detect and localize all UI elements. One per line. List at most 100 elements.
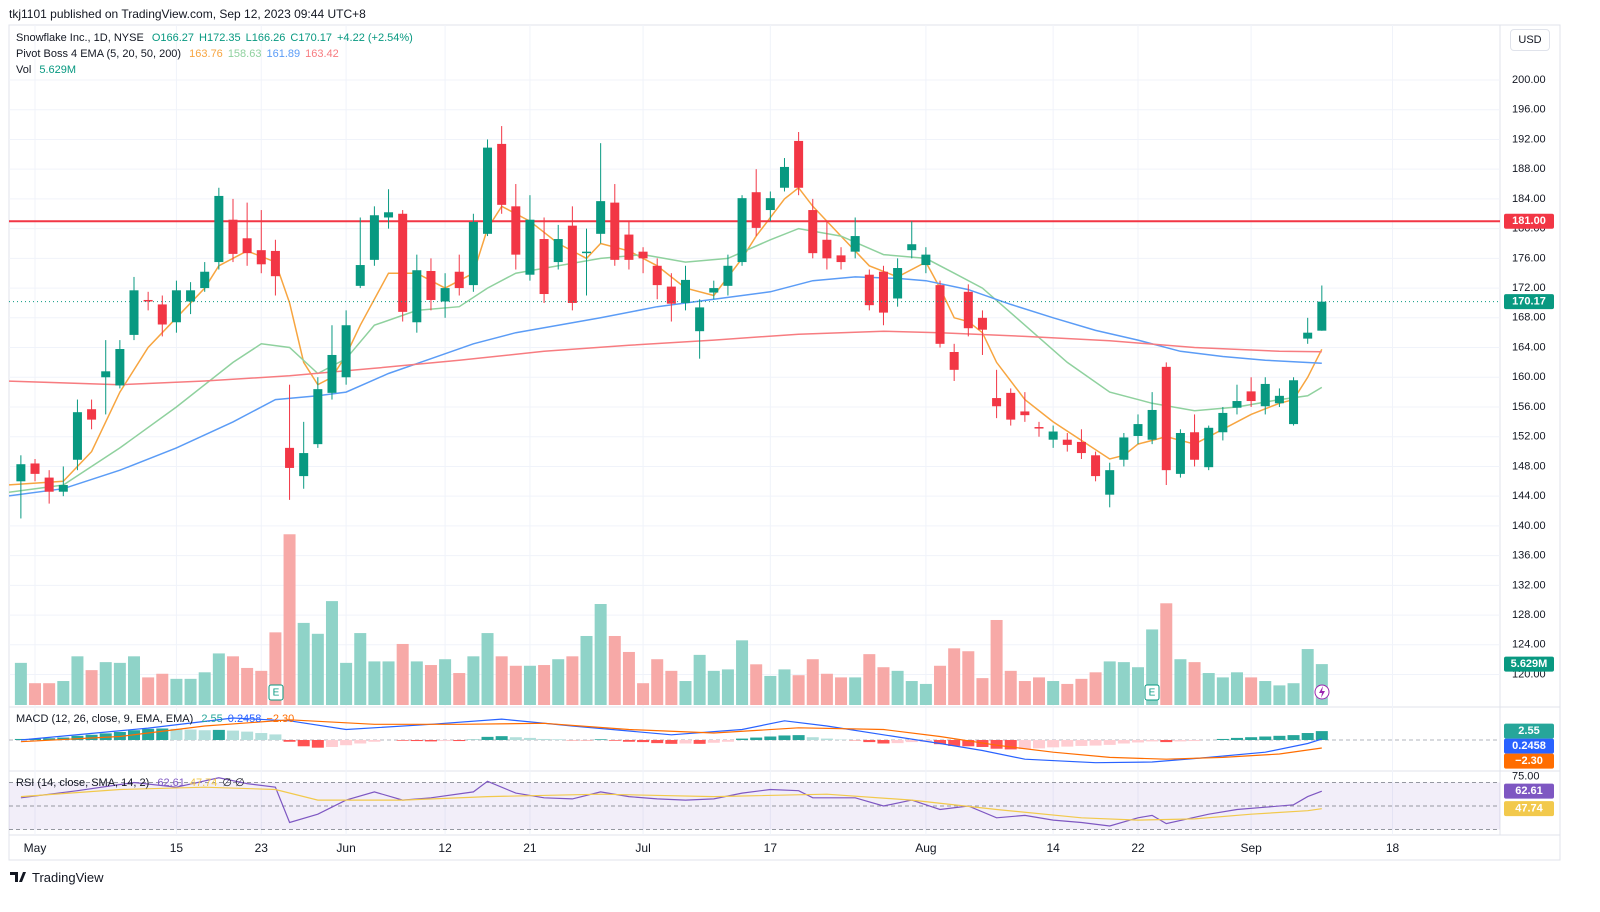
volume-bar — [14, 662, 27, 705]
macd-histogram-bar — [651, 740, 664, 744]
macd-histogram-bar — [693, 740, 706, 744]
ohlc-value: +4.22 (+2.54%) — [337, 32, 413, 44]
y-tick-label: 172.00 — [1512, 282, 1546, 294]
volume-bar — [226, 656, 239, 705]
volume-bar — [198, 672, 211, 705]
volume-bar — [1202, 673, 1215, 705]
candle-body — [1317, 301, 1327, 331]
candle-body — [638, 251, 648, 259]
earnings-marker[interactable]: E — [268, 684, 284, 701]
ema-legend: Pivot Boss 4 EMA (5, 20, 50, 200) 163.76… — [16, 48, 344, 60]
volume-bar — [85, 670, 98, 705]
volume-bar — [594, 604, 607, 705]
macd-histogram-bar — [665, 740, 678, 744]
volume-bar — [1301, 649, 1314, 705]
macd-histogram-bar — [905, 740, 918, 743]
candle-body — [270, 250, 280, 277]
candle-body — [836, 255, 846, 263]
macd-histogram-bar — [283, 740, 296, 742]
macd-histogram-bar — [962, 740, 975, 747]
candle-body — [1232, 401, 1242, 408]
y-tick-label: 136.00 — [1512, 550, 1546, 562]
x-tick-label: 12 — [438, 841, 452, 855]
footer-brand: TradingView — [32, 870, 104, 885]
currency-button[interactable]: USD — [1510, 29, 1550, 51]
candle-body — [327, 354, 337, 393]
volume-bar — [736, 640, 749, 705]
y-tick-label: 156.00 — [1512, 401, 1546, 413]
macd-histogram-bar — [410, 740, 423, 742]
x-tick-label: 22 — [1131, 841, 1145, 855]
candle-body — [30, 463, 40, 474]
earnings-marker[interactable]: E — [1144, 684, 1160, 701]
x-tick-label: 17 — [764, 841, 778, 855]
volume-bar — [354, 633, 367, 705]
event-marker[interactable] — [1314, 684, 1330, 700]
volume-bar — [255, 670, 268, 705]
macd-histogram-bar — [523, 737, 536, 740]
y-tick-label: 144.00 — [1512, 490, 1546, 502]
y-tick-label: 184.00 — [1512, 193, 1546, 205]
histogram-tag: 2.55 — [1504, 723, 1554, 739]
volume-bar — [792, 675, 805, 705]
candle-body — [1105, 470, 1115, 495]
macd-histogram-bar — [877, 740, 890, 744]
price-line-tag: 181.00 — [1504, 213, 1554, 229]
volume-bar — [297, 622, 310, 705]
x-tick-label: 14 — [1046, 841, 1060, 855]
volume-bar — [764, 675, 777, 705]
macd-histogram-bar — [679, 740, 692, 744]
ema-line — [9, 276, 1322, 497]
candle-body — [87, 409, 97, 420]
candle-body — [1175, 433, 1185, 474]
candle-body — [468, 221, 478, 286]
macd-histogram-bar — [948, 740, 961, 746]
volume-bar — [863, 654, 876, 705]
ohlc-value: L166.26 — [245, 32, 286, 44]
volume-bar — [835, 677, 848, 705]
volume-bar — [1047, 681, 1060, 705]
svg-text:E: E — [1149, 688, 1156, 699]
volume-bar — [1018, 681, 1031, 705]
rsi-value: 62.61 — [157, 777, 185, 789]
macd-histogram-bar — [311, 740, 324, 748]
volume-bar — [877, 667, 890, 705]
macd-histogram-bar — [750, 737, 763, 740]
candle-body — [101, 371, 111, 378]
macd-histogram-bar — [241, 731, 254, 740]
signal-line — [20, 719, 1322, 760]
macd-histogram-bar — [354, 740, 367, 744]
x-tick-label: 21 — [523, 841, 537, 855]
candle-body — [878, 271, 888, 313]
volume-bar — [1033, 677, 1046, 705]
tradingview-logo — [10, 872, 26, 882]
volume-bar — [71, 656, 84, 705]
candle-body — [907, 244, 917, 251]
macd-histogram-bar — [863, 740, 876, 743]
candle-body — [58, 485, 68, 492]
macd-histogram-bar — [934, 740, 947, 745]
volume-bar — [368, 661, 381, 705]
volume-bar — [340, 662, 353, 705]
macd-histogram-bar — [1004, 740, 1017, 750]
candle-body — [893, 268, 903, 299]
candle-body — [567, 225, 577, 303]
macd-histogram-bar — [707, 740, 720, 743]
volume-bar — [241, 667, 254, 705]
macd-histogram-bar — [1061, 740, 1074, 747]
volume-bar — [919, 683, 932, 705]
volume-bar — [651, 659, 664, 705]
candle-body — [454, 271, 464, 289]
candle-body — [285, 447, 295, 468]
y-tick-label: 152.00 — [1512, 431, 1546, 443]
macd-histogram-bar — [764, 736, 777, 740]
macd-histogram-bar — [297, 740, 310, 747]
tag-box — [1504, 213, 1554, 229]
candle-body — [652, 265, 662, 286]
candle-body — [1048, 431, 1058, 440]
candle-body — [666, 286, 676, 304]
macd-histogram-bar — [1174, 740, 1187, 742]
macd-histogram-bar — [1103, 740, 1116, 745]
